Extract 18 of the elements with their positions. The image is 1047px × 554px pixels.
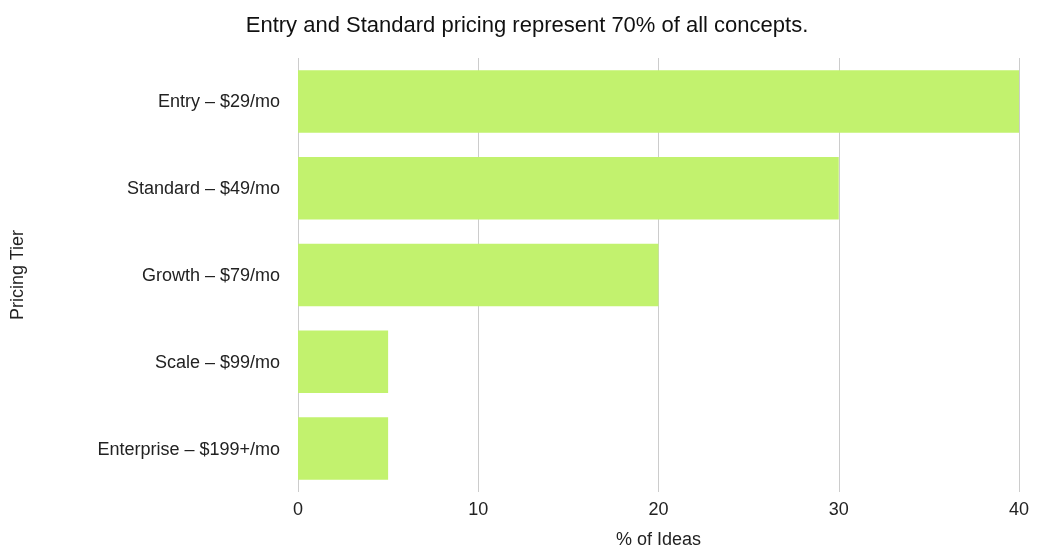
x-tick-label: 10 — [468, 499, 489, 519]
bar — [298, 70, 1019, 133]
bar — [298, 417, 389, 480]
y-tick-label: Scale – $99/mo — [154, 351, 280, 372]
x-axis-title: % of Ideas — [615, 529, 702, 549]
x-tick-label: 40 — [1008, 499, 1030, 519]
bar — [298, 243, 659, 307]
y-tick-label: Entry – $29/mo — [157, 91, 280, 112]
x-tick-label: 30 — [828, 499, 849, 519]
x-tick-label: 20 — [648, 499, 669, 519]
bar — [298, 156, 839, 220]
y-tick-label: Growth – $79/mo — [141, 265, 280, 285]
x-tick-label: 0 — [292, 499, 304, 519]
y-axis-title: Pricing Tier — [7, 229, 27, 321]
y-tick-label: Enterprise – $199+/mo — [97, 438, 280, 459]
chart-title: Entry and Standard pricing represent 70% of all concepts. — [245, 11, 809, 37]
y-tick-label: Standard – $49/mo — [126, 178, 280, 199]
bar — [298, 330, 389, 394]
